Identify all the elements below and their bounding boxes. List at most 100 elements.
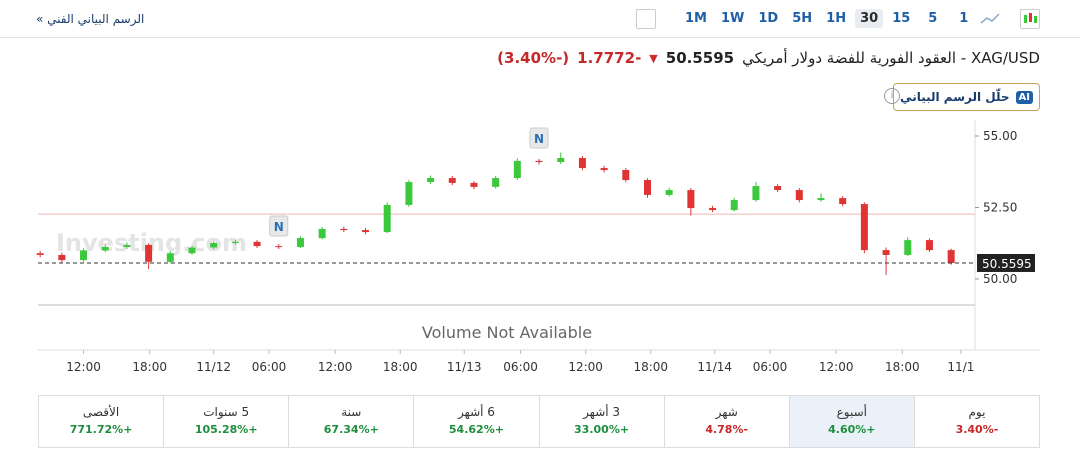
candle-body	[622, 170, 630, 181]
candle-body	[925, 240, 933, 251]
period-change: +67.34%	[323, 423, 379, 436]
performance-cell[interactable]: الأقصى +771.72%	[39, 396, 163, 447]
candle-body	[318, 228, 326, 239]
candle-body	[58, 254, 66, 261]
performance-cell[interactable]: شهر -4.78%	[663, 396, 789, 447]
candle-body	[578, 158, 586, 169]
candle-body	[188, 247, 196, 254]
news-marker	[529, 127, 549, 149]
interval-button[interactable]: 1	[959, 11, 969, 26]
period-change: +33.00%	[574, 423, 630, 436]
x-tick-label: 12:00	[568, 360, 603, 374]
x-tick-label: 11/12	[196, 360, 231, 374]
candle-body	[492, 178, 500, 187]
x-tick-label: 18:00	[383, 360, 418, 374]
candle-body	[405, 182, 413, 205]
news-marker	[269, 215, 289, 237]
period-change: +105.28%	[194, 423, 258, 436]
performance-cell[interactable]: أسبوع +4.60%	[788, 396, 914, 447]
price-change-pct: (-3.40%)	[497, 49, 570, 67]
interval-button[interactable]: 30	[855, 9, 884, 28]
candle-body	[145, 244, 153, 262]
toolbar: الرسم البياني الفني » 1M 1W 1D 5H 1H 30 15 5 1	[0, 0, 1080, 38]
chart: Investing.com Volume Not Available 50.00…	[36, 120, 1040, 374]
interval-button[interactable]: 1D	[758, 11, 779, 26]
period-change: +54.62%	[448, 423, 504, 436]
candle-body	[665, 190, 673, 195]
candle-body	[860, 204, 868, 251]
x-tick-label: 11/13	[447, 360, 482, 374]
candle-body	[231, 241, 239, 243]
performance-cell[interactable]: سنة +67.34%	[288, 396, 413, 447]
candle-body	[296, 238, 304, 247]
x-tick-label: 12:00	[318, 360, 353, 374]
analyze-label: حلّل الرسم البياني	[900, 90, 1010, 104]
y-tick-label: 52.50	[983, 200, 1017, 214]
candle-body	[774, 186, 782, 191]
candle-body	[101, 246, 109, 251]
news-marker-label: N	[534, 132, 544, 146]
candle-body	[904, 240, 912, 255]
y-tick-label: 55.00	[983, 129, 1017, 143]
candle-body	[80, 250, 88, 261]
technical-chart-link[interactable]: الرسم البياني الفني »	[36, 12, 145, 26]
x-tick-label: 18:00	[885, 360, 920, 374]
candle-body	[383, 204, 391, 233]
line-chart-icon[interactable]	[980, 9, 1000, 29]
interval-button[interactable]: 1W	[720, 11, 745, 26]
x-tick-label: 06:00	[252, 360, 287, 374]
x-tick-label: 18:00	[633, 360, 668, 374]
candle-body	[513, 160, 521, 179]
performance-cell[interactable]: يوم -3.40%	[913, 396, 1039, 447]
candle-body	[275, 246, 283, 248]
candle-body	[730, 200, 738, 211]
instrument-header: XAG/USD - العقود الفورية للفضة دولار أمر…	[497, 49, 1040, 67]
period-change: -4.78%	[705, 423, 749, 436]
interval-button[interactable]: 15	[892, 11, 911, 26]
interval-list: 1M 1W 1D 5H 1H 30 15 5 1	[680, 9, 977, 28]
performance-cell[interactable]: 3 أشهر +33.00%	[538, 396, 664, 447]
period-change: -3.40%	[955, 423, 999, 436]
candle-body	[36, 253, 44, 255]
candle-body	[882, 250, 890, 255]
candle-body	[427, 178, 435, 183]
x-tick-label: 18:00	[132, 360, 167, 374]
interval-button[interactable]: 5H	[792, 11, 813, 26]
analyze-button[interactable]: AI حلّل الرسم البياني	[893, 83, 1040, 111]
candle-body	[795, 190, 803, 201]
period-label: 3 أشهر	[583, 405, 621, 419]
volume-note: Volume Not Available	[422, 323, 592, 342]
interval-button[interactable]: 5	[928, 11, 938, 26]
period-change: +4.60%	[828, 423, 876, 436]
interval-button[interactable]: 1M	[685, 11, 707, 26]
x-tick-label: 06:00	[503, 360, 538, 374]
period-change: +771.72%	[69, 423, 133, 436]
period-label: 6 أشهر	[457, 405, 495, 419]
candle-body	[947, 250, 955, 263]
info-icon[interactable]: i	[884, 88, 900, 104]
performance-cell[interactable]: 6 أشهر +54.62%	[413, 396, 538, 447]
layout-icon[interactable]	[636, 9, 656, 29]
ai-badge: AI	[1015, 90, 1033, 104]
x-tick-label: 12:00	[66, 360, 101, 374]
candle-body	[340, 228, 348, 231]
news-marker-label: N	[274, 220, 284, 234]
period-label: سنة	[341, 405, 362, 419]
performance-cell[interactable]: 5 سنوات +105.28%	[163, 396, 288, 447]
candle-body	[535, 160, 543, 163]
candle-body	[709, 208, 717, 211]
candle-body	[166, 253, 174, 262]
period-label: الأقصى	[82, 405, 120, 419]
down-arrow: ▼	[649, 51, 658, 65]
x-tick-label: 12:00	[819, 360, 854, 374]
period-label: شهر	[715, 405, 738, 419]
candle-chart-icon[interactable]	[1020, 9, 1040, 29]
x-tick-label: 11/14	[697, 360, 732, 374]
candle-body	[210, 242, 218, 248]
performance-table: يوم -3.40% أسبوع +4.60% شهر -4.78% 3 أشهر +33.0…	[38, 395, 1040, 448]
last-price-label: 50.5595	[982, 257, 1032, 271]
candle-body	[687, 190, 695, 209]
interval-button[interactable]: 1H	[826, 11, 847, 26]
period-label: يوم	[968, 405, 986, 419]
